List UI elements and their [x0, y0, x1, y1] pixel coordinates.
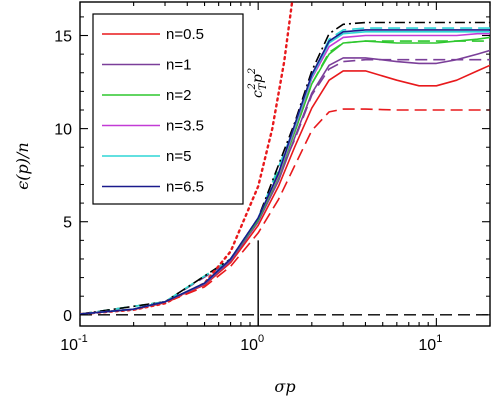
axes-layer: 10-1 100 101 0 5 10 15: [54, 2, 491, 354]
series-line-dashed-8: [80, 40, 490, 315]
legend-label: n=2: [166, 87, 191, 104]
annotation-ct2p2: cT2p2: [247, 68, 269, 98]
y-tick-label: 10: [54, 122, 72, 139]
series-layer: [80, 2, 490, 326]
legend-box: [92, 13, 244, 205]
y-tick-label: 15: [54, 29, 72, 46]
svg-text:cT2p2: cT2p2: [247, 68, 269, 98]
y-axis-label: ϵ(p)/n: [13, 142, 32, 189]
y-tick-label: 0: [63, 308, 72, 325]
series-line-dashed-6: [80, 108, 490, 315]
x-tick-label: 10-1: [60, 333, 88, 354]
legend-label: n=3.5: [166, 118, 204, 135]
legend: n=0.5 n=1 n=2 n=3.5 n=5 n=6.5: [92, 13, 244, 205]
legend-label: n=0.5: [166, 26, 204, 43]
x-tick-label: 101: [418, 333, 442, 354]
legend-label: n=5: [166, 148, 191, 165]
legend-label: n=1: [166, 57, 191, 74]
series-line-dashdot-10: [80, 21, 490, 315]
y-tick-label: 5: [63, 215, 72, 232]
x-tick-label: 100: [240, 333, 264, 354]
legend-label: n=6.5: [166, 179, 204, 196]
x-axis-label: σp: [274, 377, 295, 396]
series-line-n-6-5: [80, 29, 490, 315]
